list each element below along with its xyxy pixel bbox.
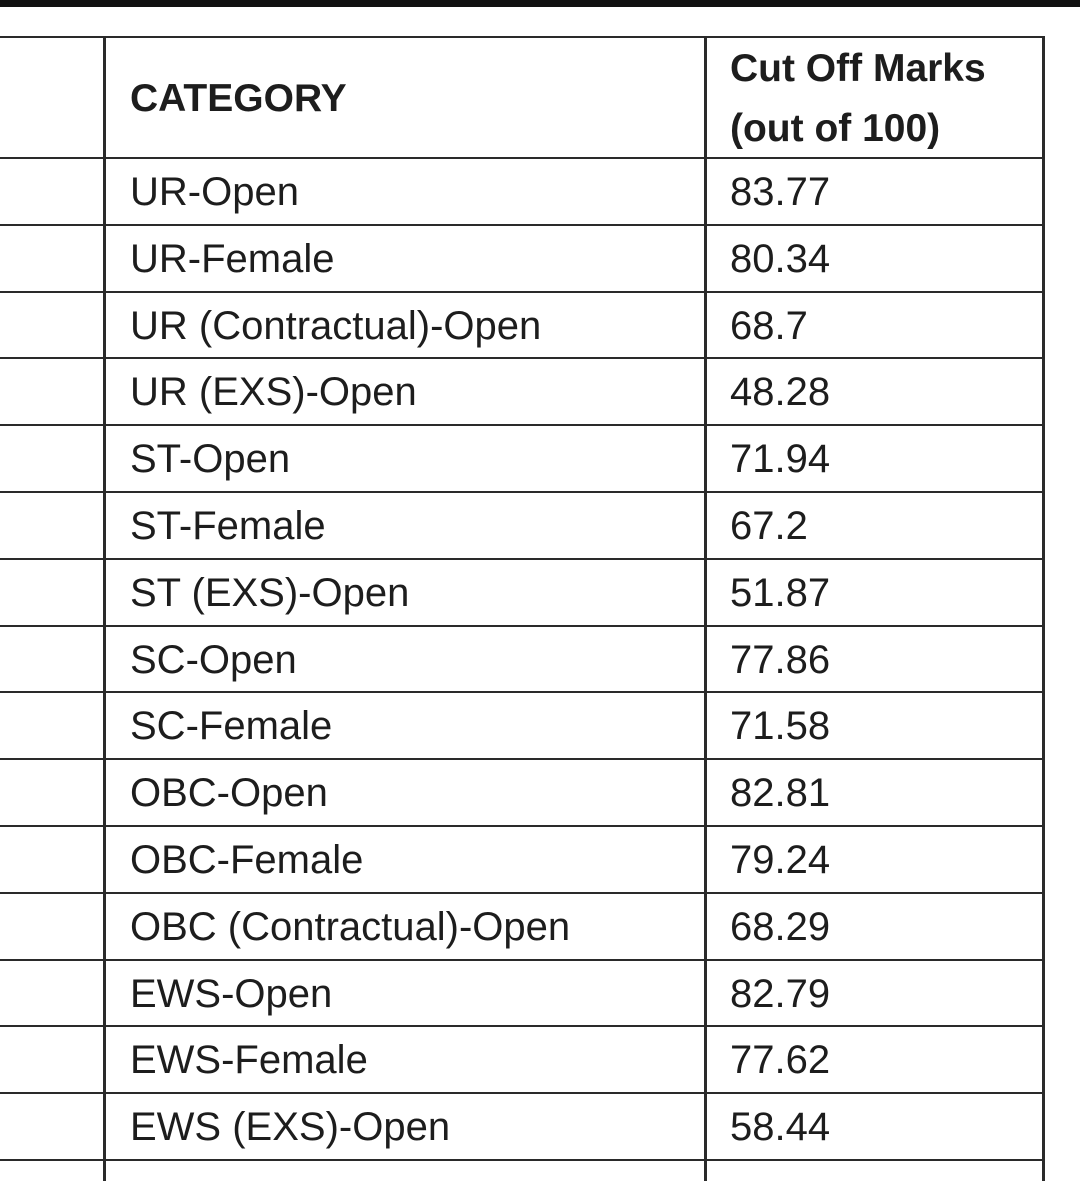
row-divider bbox=[0, 491, 1045, 493]
category-cell: SC-Female bbox=[130, 704, 333, 748]
category-cell: EWS-Open bbox=[130, 972, 333, 1016]
row-divider bbox=[0, 424, 1045, 426]
category-cell: SC-Open bbox=[130, 638, 297, 682]
row-divider bbox=[0, 691, 1045, 693]
category-cell: OBC (Contractual)-Open bbox=[130, 905, 571, 949]
header-bottom-border bbox=[0, 157, 1045, 159]
row-divider bbox=[0, 892, 1045, 894]
cutoff-cell: 82.79 bbox=[730, 972, 831, 1016]
top-border-bar bbox=[0, 0, 1080, 7]
row-divider bbox=[0, 291, 1045, 293]
category-cell: ST-Open bbox=[130, 437, 291, 481]
header-cutoff-line1: Cut Off Marks bbox=[730, 47, 986, 90]
table-top-border bbox=[0, 36, 1045, 38]
column-divider-right bbox=[1042, 36, 1045, 1181]
cutoff-cell: 68.29 bbox=[730, 905, 831, 949]
category-cell: EWS-Female bbox=[130, 1038, 368, 1082]
cutoff-cell: 58.44 bbox=[730, 1105, 831, 1149]
category-cell: EWS (EXS)-Open bbox=[130, 1105, 451, 1149]
category-cell: ST (EXS)-Open bbox=[130, 571, 410, 615]
cutoff-cell: 79.24 bbox=[730, 838, 831, 882]
cutoff-cell: 71.58 bbox=[730, 704, 831, 748]
cutoff-cell: 68.7 bbox=[730, 304, 808, 348]
cutoff-cell: 51.87 bbox=[730, 571, 831, 615]
row-divider bbox=[0, 959, 1045, 961]
row-divider bbox=[0, 1159, 1045, 1161]
category-cell: UR (EXS)-Open bbox=[130, 370, 417, 414]
cutoff-cell: 80.34 bbox=[730, 237, 831, 281]
row-divider bbox=[0, 558, 1045, 560]
category-cell: UR-Open bbox=[130, 170, 299, 214]
category-cell: OBC-Open bbox=[130, 771, 328, 815]
cutoff-cell: 83.77 bbox=[730, 170, 831, 214]
header-category: CATEGORY bbox=[130, 77, 347, 120]
row-divider bbox=[0, 1025, 1045, 1027]
column-divider-middle bbox=[704, 36, 707, 1181]
cutoff-cell: 82.81 bbox=[730, 771, 831, 815]
row-divider bbox=[0, 825, 1045, 827]
row-divider bbox=[0, 758, 1045, 760]
cutoff-cell: 77.62 bbox=[730, 1038, 831, 1082]
row-divider bbox=[0, 1092, 1045, 1094]
column-divider-left bbox=[103, 36, 106, 1181]
cutoff-cell: 48.28 bbox=[730, 370, 831, 414]
header-cutoff-line2: (out of 100) bbox=[730, 107, 941, 150]
category-cell: UR-Female bbox=[130, 237, 335, 281]
cutoff-cell: 77.86 bbox=[730, 638, 831, 682]
category-cell: UR (Contractual)-Open bbox=[130, 304, 542, 348]
category-cell: ST-Female bbox=[130, 504, 326, 548]
cutoff-cell: 67.2 bbox=[730, 504, 808, 548]
row-divider bbox=[0, 224, 1045, 226]
category-cell: OBC-Female bbox=[130, 838, 364, 882]
row-divider bbox=[0, 625, 1045, 627]
cutoff-cell: 71.94 bbox=[730, 437, 831, 481]
row-divider bbox=[0, 357, 1045, 359]
